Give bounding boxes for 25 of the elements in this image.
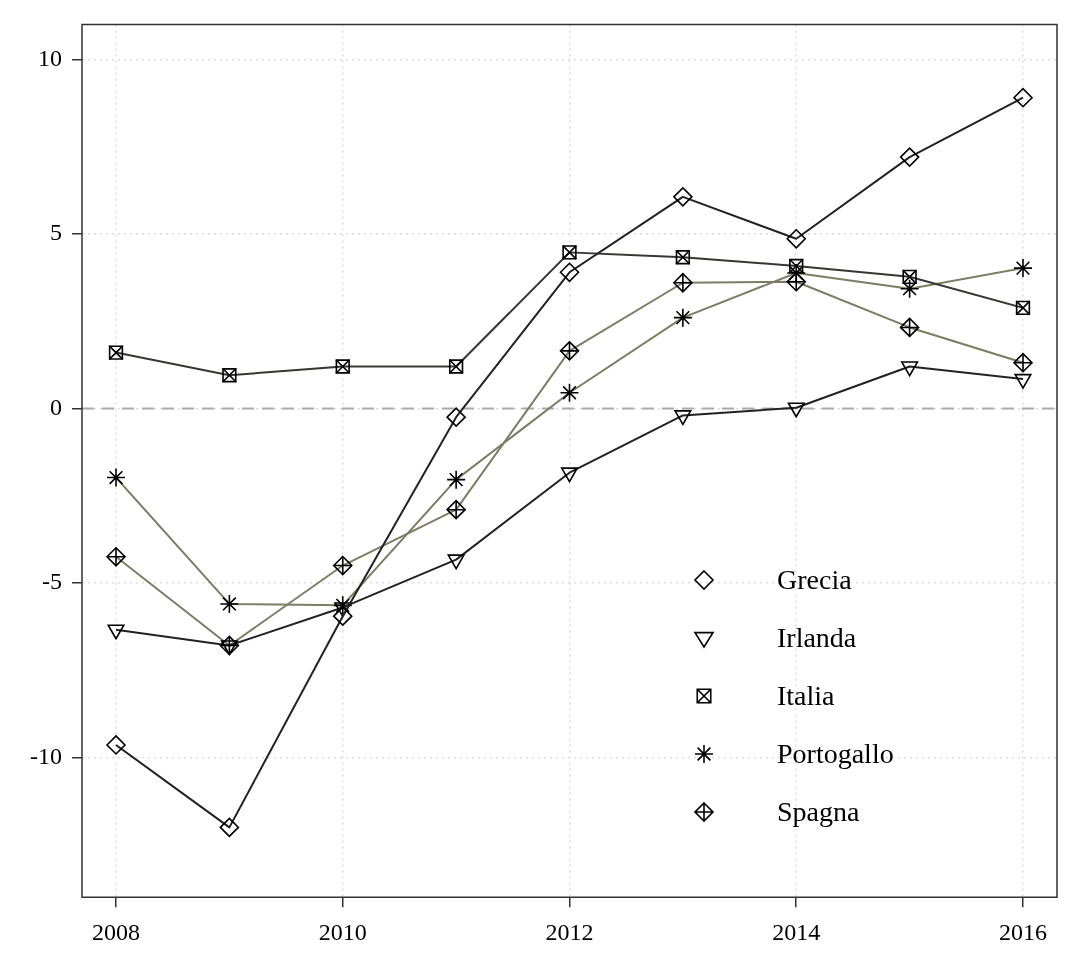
point — [106, 735, 126, 755]
y-tick-label: -10 — [29, 742, 62, 769]
x-tick-label: 2008 — [92, 918, 140, 945]
point — [899, 147, 920, 167]
y-tick-label: 0 — [49, 393, 62, 420]
x-tick-label: 2010 — [318, 918, 367, 945]
point — [1013, 87, 1033, 108]
legend-label: Grecia — [777, 563, 852, 598]
point — [332, 606, 353, 626]
legend-label: Italia — [777, 679, 835, 714]
y-tick-label: 10 — [37, 44, 62, 71]
y-tick-label: -5 — [41, 568, 62, 595]
x-tick-label: 2012 — [545, 918, 594, 945]
point — [219, 817, 240, 838]
point — [446, 407, 466, 427]
point — [786, 228, 807, 249]
legend-label: Spagna — [777, 795, 860, 830]
legend-label: Irlanda — [777, 621, 857, 656]
x-tick-label: 2014 — [772, 918, 821, 945]
legend-label: Portogallo — [777, 737, 894, 772]
x-tick-label: 2016 — [998, 918, 1047, 945]
y-tick-label: 5 — [49, 219, 62, 246]
point — [673, 187, 693, 207]
point — [1014, 373, 1032, 389]
point — [559, 262, 580, 283]
